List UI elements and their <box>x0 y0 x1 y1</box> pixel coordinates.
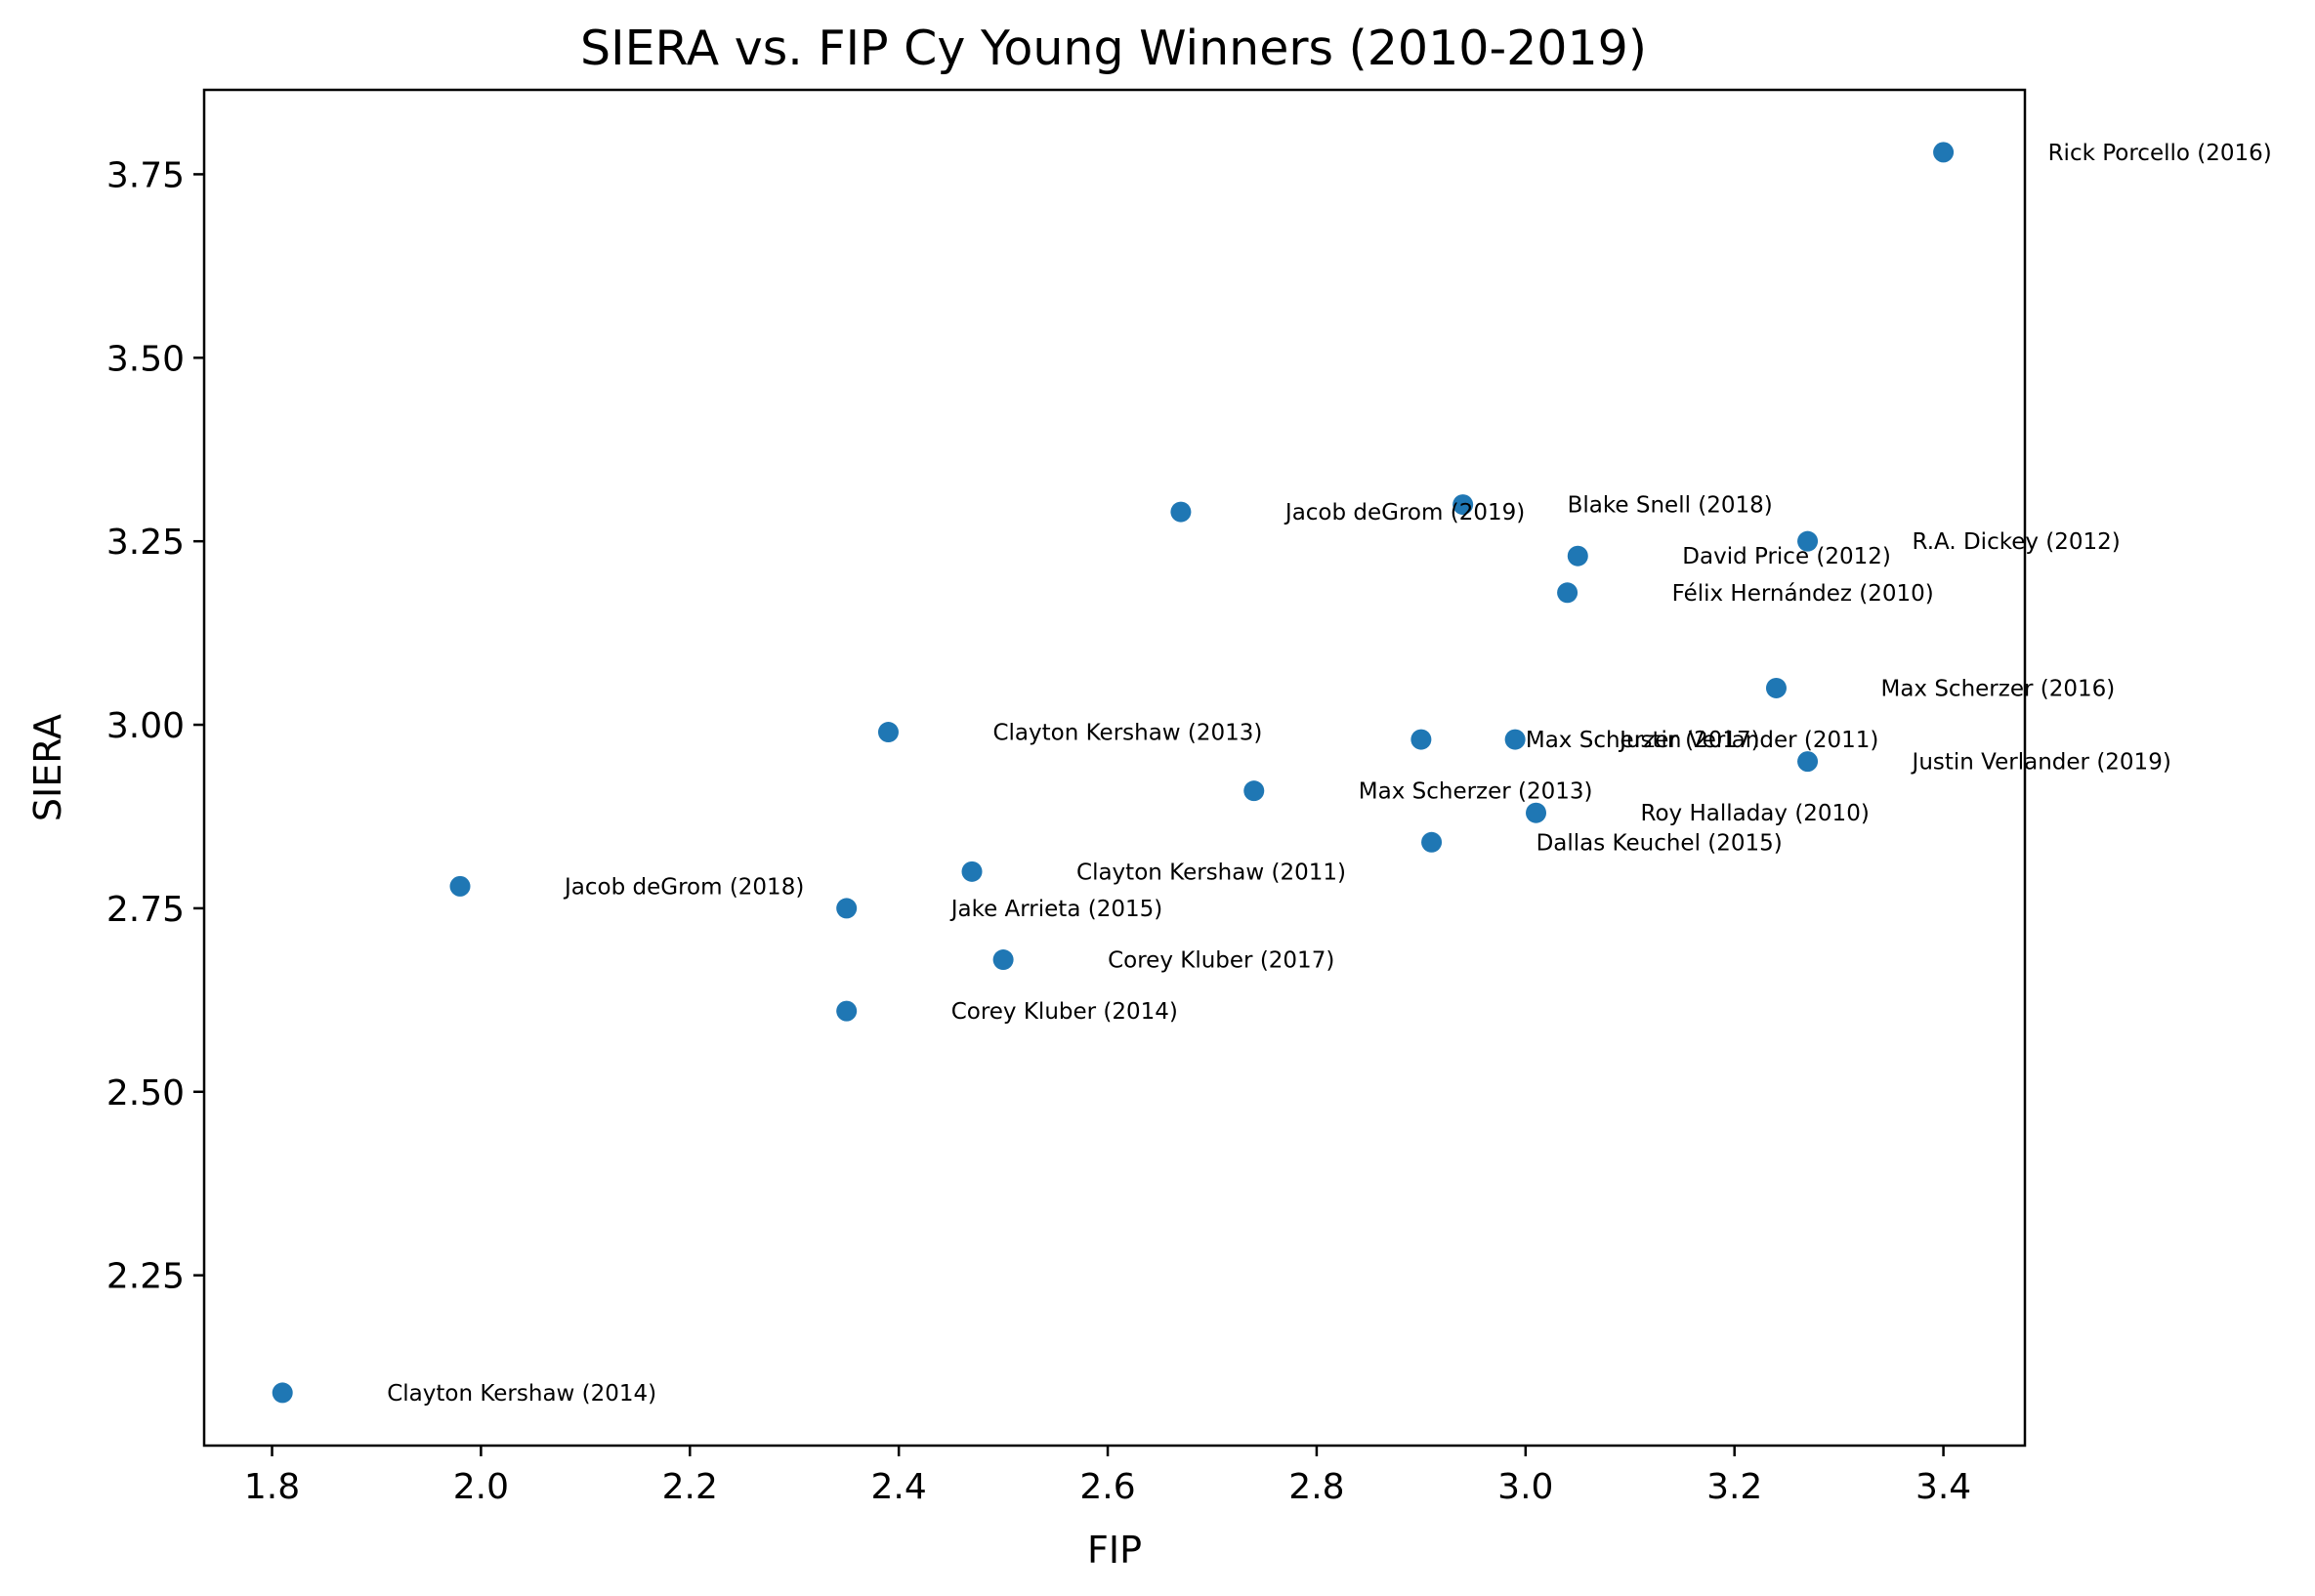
data-point <box>1243 780 1265 802</box>
point-label: Clayton Kershaw (2013) <box>992 721 1262 746</box>
x-tick-label: 2.8 <box>1288 1467 1344 1507</box>
x-tick-label: 3.4 <box>1915 1467 1971 1507</box>
x-tick-label: 3.0 <box>1497 1467 1553 1507</box>
data-point <box>877 722 899 743</box>
point-label: Justin Verlander (2019) <box>1911 750 2171 776</box>
data-point <box>1410 729 1432 750</box>
point-label: Max Scherzer (2017) <box>1526 728 1760 753</box>
point-label: Justin Verlander (2011) <box>1618 728 1878 753</box>
data-point <box>1504 729 1526 750</box>
chart-title: SIERA vs. FIP Cy Young Winners (2010-201… <box>580 21 1647 76</box>
y-tick-label: 3.00 <box>106 706 185 746</box>
y-tick-label: 2.25 <box>106 1257 185 1297</box>
data-point <box>1933 142 1955 163</box>
point-label: Félix Hernández (2010) <box>1672 581 1934 607</box>
point-label: Blake Snell (2018) <box>1568 493 1773 519</box>
data-point <box>1765 677 1787 698</box>
data-point <box>836 898 858 919</box>
plot-frame <box>202 88 2027 1448</box>
y-tick-label: 3.50 <box>106 339 185 379</box>
x-tick-label: 2.4 <box>871 1467 927 1507</box>
x-axis-label: FIP <box>1087 1529 1142 1572</box>
y-tick-label: 2.50 <box>106 1073 185 1113</box>
data-point <box>1421 831 1443 853</box>
x-tick-label: 1.8 <box>244 1467 300 1507</box>
point-label: Clayton Kershaw (2014) <box>387 1381 656 1407</box>
point-label: Dallas Keuchel (2015) <box>1536 830 1783 856</box>
point-label: Jacob deGrom (2018) <box>563 874 804 900</box>
point-label: David Price (2012) <box>1682 544 1891 569</box>
y-axis-label: SIERA <box>26 714 69 821</box>
data-point <box>1526 802 1547 823</box>
data-point <box>1797 751 1819 773</box>
point-label: Roy Halladay (2010) <box>1641 801 1870 826</box>
y-axis: 2.25 2.50 2.75 3.00 3.25 3.50 3.75 <box>106 155 204 1297</box>
point-label: Clayton Kershaw (2011) <box>1076 860 1346 885</box>
y-tick-label: 2.75 <box>106 890 185 930</box>
x-tick-label: 2.0 <box>453 1467 509 1507</box>
point-label: Max Scherzer (2013) <box>1359 779 1593 805</box>
points-layer <box>272 142 1955 1404</box>
data-point <box>449 875 471 897</box>
data-point <box>836 1000 858 1022</box>
point-label: R.A. Dickey (2012) <box>1913 529 2121 555</box>
data-point <box>1557 582 1578 604</box>
data-point <box>992 949 1014 971</box>
x-axis: 1.8 2.0 2.2 2.4 2.6 2.8 3.0 3.2 3.4 <box>244 1446 1971 1507</box>
point-label: Jake Arrieta (2015) <box>949 897 1163 922</box>
x-tick-label: 2.2 <box>662 1467 718 1507</box>
data-point <box>1567 545 1588 567</box>
x-tick-label: 3.2 <box>1706 1467 1762 1507</box>
point-labels-layer: Rick Porcello (2016) Jacob deGrom (2019) B… <box>387 141 2272 1407</box>
point-label: Rick Porcello (2016) <box>2048 141 2272 166</box>
data-point <box>272 1382 293 1404</box>
data-point <box>1452 494 1474 516</box>
point-label: Jacob deGrom (2019) <box>1284 500 1525 525</box>
y-tick-label: 3.25 <box>106 523 185 563</box>
point-label: Max Scherzer (2016) <box>1880 676 2115 701</box>
data-point <box>961 861 983 882</box>
data-point <box>1797 530 1819 552</box>
x-tick-label: 2.6 <box>1079 1467 1135 1507</box>
point-label: Corey Kluber (2014) <box>951 999 1178 1025</box>
point-label: Corey Kluber (2017) <box>1108 948 1334 974</box>
y-tick-label: 3.75 <box>106 155 185 195</box>
data-point <box>1170 501 1192 523</box>
